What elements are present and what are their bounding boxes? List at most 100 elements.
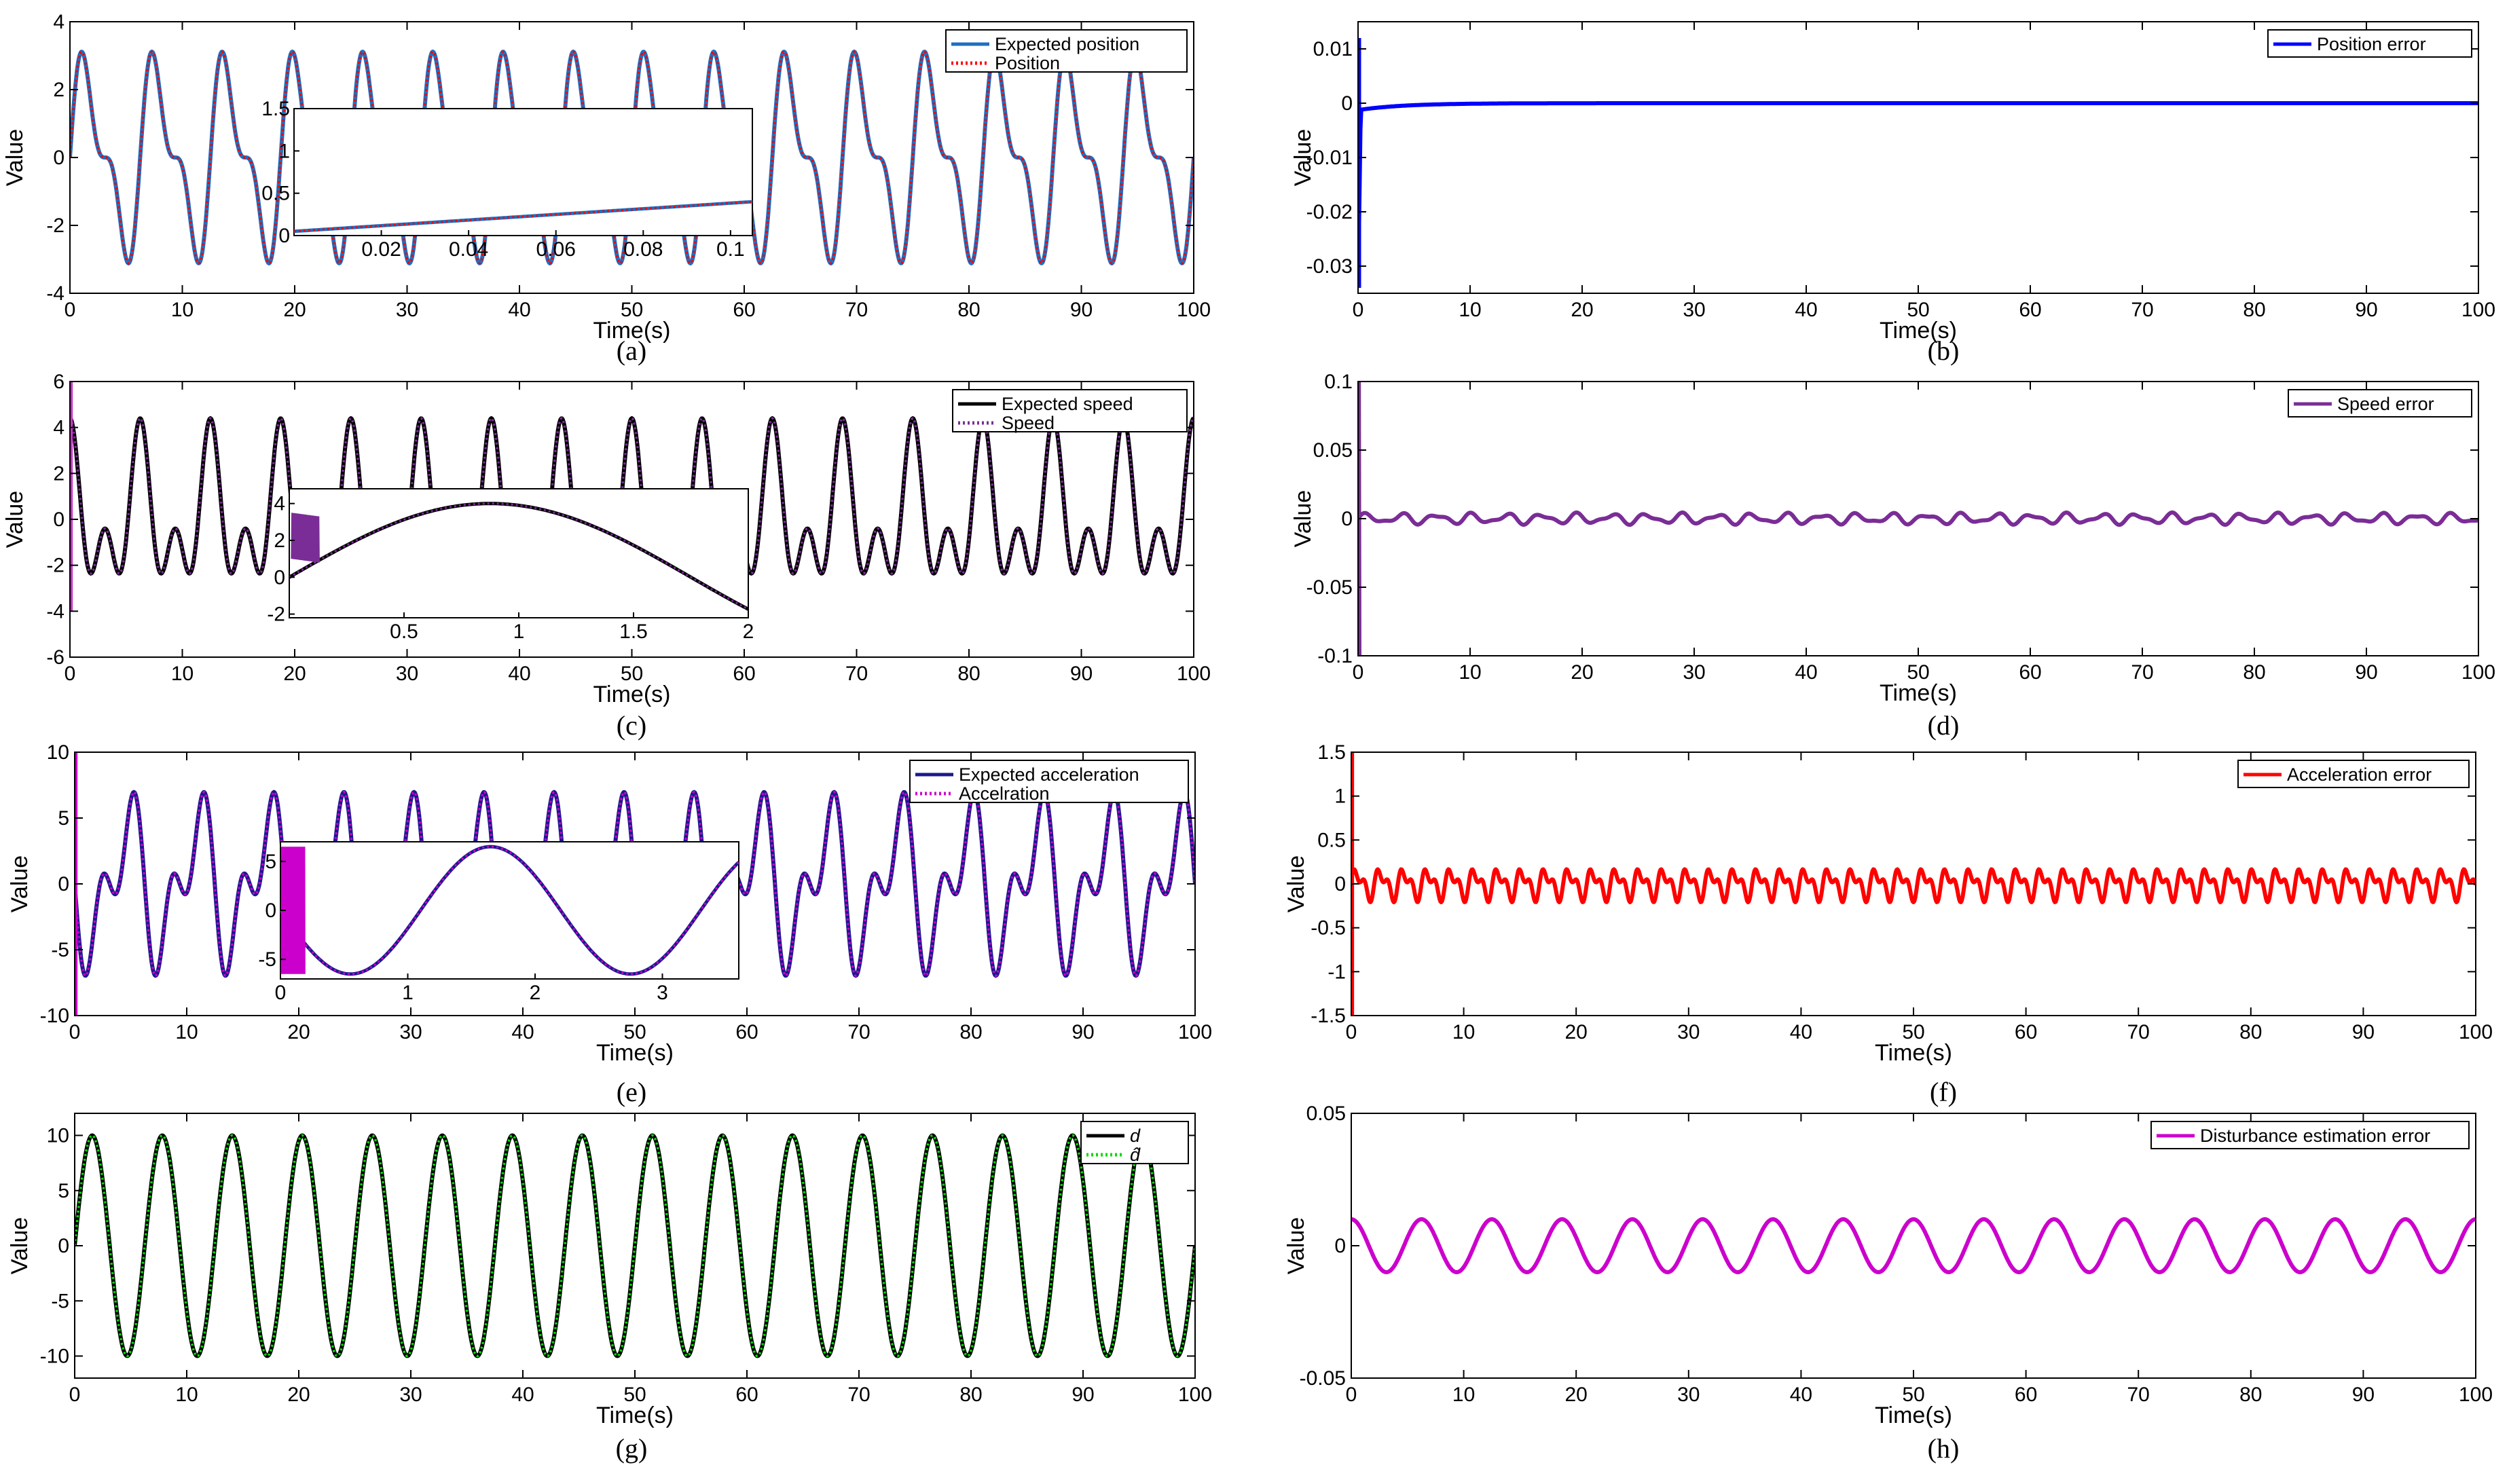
x-tick-label: 20 [287, 1021, 310, 1043]
inset-panel: 0 1 2 3 -5 0 5 [258, 841, 739, 1004]
subfigure-label: (e) [617, 1077, 646, 1107]
chart-panel-g: 0 10 20 30 40 50 60 70 80 90 100 -10 -5 0 5 10 Time(s) Va… [7, 1113, 1212, 1464]
y-tick-label: 0 [58, 873, 69, 895]
y-tick-label: -5 [51, 939, 69, 961]
x-tick-label: 40 [1790, 1384, 1812, 1406]
x-tick-label: 50 [1902, 1384, 1924, 1406]
series-line-b-0 [1358, 101, 2478, 289]
inset-y-tick-label: 2 [274, 530, 285, 552]
y-tick-label: 10 [47, 1125, 69, 1147]
x-tick-label: 80 [957, 299, 980, 321]
series-line-g-0 [75, 1133, 1195, 1358]
subfigure-label: (f) [1930, 1077, 1957, 1107]
x-tick-label: 10 [175, 1021, 198, 1043]
x-tick-label: 20 [283, 663, 306, 685]
chart-panel-f: 0 10 20 30 40 50 60 70 80 90 100 -1.5 -1 -0.5 0 0.5 1 1.5… [1283, 741, 2493, 1107]
x-tick-label: 90 [1072, 1021, 1094, 1043]
x-tick-label: 70 [845, 299, 868, 321]
legend-entry: Expected speed [1002, 394, 1133, 414]
subfigure-label: (d) [1928, 710, 1960, 741]
inset-x-tick-label: 0.1 [716, 238, 745, 261]
inset-panel: 0.5 1 1.5 2 -2 0 2 4 [267, 488, 754, 643]
inset-x-tick-label: 0.06 [536, 238, 576, 261]
y-tick-label: 0 [1341, 508, 1353, 530]
x-tick-label: 30 [396, 299, 418, 321]
x-tick-label: 80 [959, 1384, 982, 1406]
legend: dd̂ [1080, 1121, 1189, 1165]
x-tick-label: 40 [508, 299, 530, 321]
series-line-c-1 [70, 417, 1194, 575]
inset-y-tick-label: 0 [274, 566, 285, 589]
inset-x-tick-label: 1.5 [619, 620, 648, 643]
y-tick-label: -1 [1327, 961, 1346, 983]
y-tick-label: 2 [53, 79, 65, 101]
y-tick-label: -4 [46, 282, 65, 305]
subfigure-label: (b) [1928, 335, 1960, 366]
x-tick-label: 90 [1072, 1384, 1094, 1406]
x-tick-label: 90 [2352, 1384, 2375, 1406]
inset-x-tick-label: 0.02 [361, 238, 401, 261]
y-tick-label: -10 [40, 1005, 69, 1027]
series-group [1351, 752, 2476, 1016]
x-tick-label: 30 [1677, 1384, 1700, 1406]
x-tick-label: 0 [69, 1384, 81, 1406]
series-group [70, 382, 1194, 612]
x-tick-label: 70 [847, 1021, 870, 1043]
x-tick-label: 0 [1353, 299, 1364, 321]
inset-x-tick-label: 0.08 [623, 238, 663, 261]
y-tick-label: 10 [47, 741, 69, 764]
subfigure-label: (c) [617, 710, 646, 741]
series-group [1358, 382, 2478, 656]
x-tick-label: 0 [69, 1021, 81, 1043]
legend-box [909, 760, 1189, 803]
x-tick-label: 60 [733, 663, 755, 685]
series-group [75, 1133, 1195, 1358]
x-tick-label: 60 [2019, 661, 2041, 684]
y-tick-label: 0 [53, 147, 65, 169]
x-tick-label: 10 [175, 1384, 198, 1406]
y-tick-label: -2 [46, 555, 65, 577]
x-tick-label: 70 [847, 1384, 870, 1406]
inset-x-tick-label: 1 [402, 982, 414, 1004]
chart-panel-d: 0 10 20 30 40 50 60 70 80 90 100 -0.1 -0.05 0 0.05 0.1 T… [1290, 371, 2495, 741]
legend-box [1080, 1121, 1189, 1164]
inset-x-tick-label: 0 [275, 982, 287, 1004]
x-tick-label: 80 [957, 663, 980, 685]
y-tick-label: 5 [58, 807, 69, 830]
x-tick-label: 40 [1795, 661, 1817, 684]
y-tick-label: 0 [58, 1235, 69, 1257]
x-tick-label: 0 [65, 663, 76, 685]
x-tick-label: 10 [1452, 1384, 1475, 1406]
x-tick-label: 40 [508, 663, 530, 685]
x-tick-label: 0 [1346, 1384, 1357, 1406]
y-tick-label: -2 [46, 215, 65, 237]
inset-series-line-1 [280, 845, 739, 976]
series-line-d-0 [1358, 510, 2478, 527]
x-tick-label: 100 [1178, 1021, 1212, 1043]
x-tick-label: 50 [1902, 1021, 1924, 1043]
y-axis-label: Value [7, 1217, 33, 1274]
y-tick-label: 6 [53, 371, 65, 393]
x-tick-label: 10 [171, 299, 194, 321]
x-tick-label: 90 [2352, 1021, 2375, 1043]
inset-x-tick-label: 1 [513, 620, 525, 643]
x-tick-label: 50 [621, 299, 643, 321]
subfigure-label: (h) [1928, 1433, 1960, 1464]
inset-frame [280, 841, 739, 980]
subfigure-label: (a) [617, 335, 646, 366]
x-tick-label: 0 [65, 299, 76, 321]
legend-entry: d [1130, 1126, 1141, 1146]
x-tick-label: 40 [1795, 299, 1817, 321]
y-tick-label: -10 [40, 1346, 69, 1368]
y-tick-label: 0 [53, 508, 65, 531]
y-axis-label: Value [1283, 1217, 1309, 1274]
inset-x-tick-label: 2 [530, 982, 541, 1004]
y-tick-label: 0.1 [1324, 371, 1353, 393]
y-tick-label: 1.5 [1317, 741, 1346, 764]
inset-transient [280, 847, 306, 974]
legend-entry: Expected position [995, 34, 1139, 54]
y-tick-label: 0.5 [1317, 829, 1346, 851]
y-tick-label: -0.1 [1317, 645, 1353, 667]
x-tick-label: 70 [2127, 1021, 2150, 1043]
